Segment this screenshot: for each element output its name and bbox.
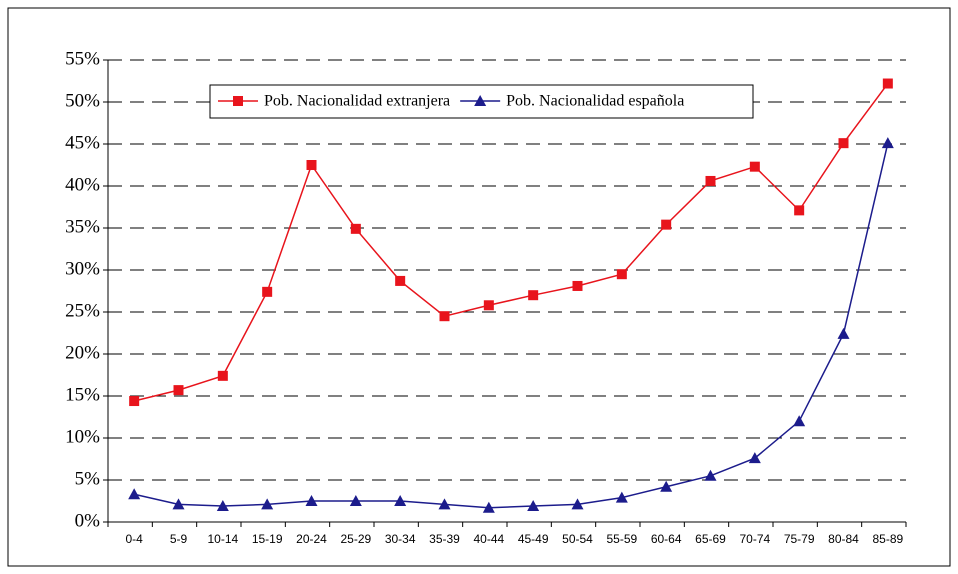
x-tick-label: 10-14 — [207, 532, 238, 546]
legend-marker — [233, 96, 243, 106]
point — [838, 138, 849, 149]
point — [793, 415, 806, 427]
y-tick-label: 55% — [65, 48, 100, 69]
point — [439, 311, 450, 322]
y-tick-label: 0% — [75, 510, 101, 531]
point — [216, 500, 229, 512]
point — [528, 290, 539, 301]
x-tick-label: 40-44 — [473, 532, 504, 546]
point — [794, 205, 805, 216]
point — [217, 370, 228, 381]
series-line — [133, 83, 889, 402]
y-tick-label: 20% — [65, 342, 100, 363]
x-tick-label: 80-84 — [828, 532, 859, 546]
series-line — [134, 142, 889, 509]
y-tick-label: 50% — [65, 90, 100, 111]
x-tick-label: 60-64 — [651, 532, 682, 546]
point — [172, 498, 185, 510]
x-tick-label: 0-4 — [125, 532, 143, 546]
point — [349, 495, 362, 506]
x-tick-label: 25-29 — [340, 532, 371, 546]
point — [615, 491, 628, 503]
point — [749, 161, 760, 172]
point — [395, 275, 406, 286]
point — [661, 219, 672, 230]
x-tick-label: 85-89 — [872, 532, 903, 546]
y-tick-label: 15% — [65, 384, 100, 405]
x-tick-label: 30-34 — [385, 532, 416, 546]
point — [837, 327, 850, 339]
x-tick-label: 20-24 — [296, 532, 327, 546]
y-tick-label: 10% — [65, 426, 100, 447]
point — [394, 495, 407, 506]
x-tick-label: 50-54 — [562, 532, 593, 546]
y-tick-label: 40% — [65, 174, 100, 195]
x-tick-label: 75-79 — [784, 532, 815, 546]
point — [571, 498, 584, 510]
point — [660, 480, 673, 492]
y-tick-label: 35% — [65, 216, 100, 237]
point — [173, 385, 184, 396]
x-tick-label: 45-49 — [518, 532, 549, 546]
legend-label: Pob. Nacionalidad extranjera — [264, 93, 450, 110]
y-tick-label: 25% — [65, 300, 100, 321]
point — [616, 269, 627, 280]
point — [350, 223, 361, 234]
x-tick-label: 70-74 — [739, 532, 770, 546]
point — [483, 300, 494, 311]
point — [882, 78, 893, 89]
point — [572, 280, 583, 291]
legend-marker — [474, 95, 487, 106]
point — [438, 498, 451, 510]
x-tick-label: 65-69 — [695, 532, 726, 546]
point — [527, 500, 540, 512]
point — [305, 495, 318, 506]
point — [261, 498, 274, 510]
point — [262, 286, 273, 297]
point — [129, 396, 140, 407]
y-tick-label: 5% — [75, 468, 101, 489]
point — [482, 501, 495, 513]
point — [705, 175, 716, 186]
x-tick-label: 5-9 — [170, 532, 188, 546]
y-tick-label: 45% — [65, 132, 100, 153]
x-tick-label: 15-19 — [252, 532, 283, 546]
point — [881, 137, 894, 149]
point — [704, 469, 717, 481]
x-tick-label: 35-39 — [429, 532, 460, 546]
legend-label: Pob. Nacionalidad española — [506, 93, 684, 110]
point — [748, 452, 761, 464]
y-tick-label: 30% — [65, 258, 100, 279]
point — [128, 488, 141, 500]
x-tick-label: 55-59 — [606, 532, 637, 546]
point — [306, 160, 317, 170]
